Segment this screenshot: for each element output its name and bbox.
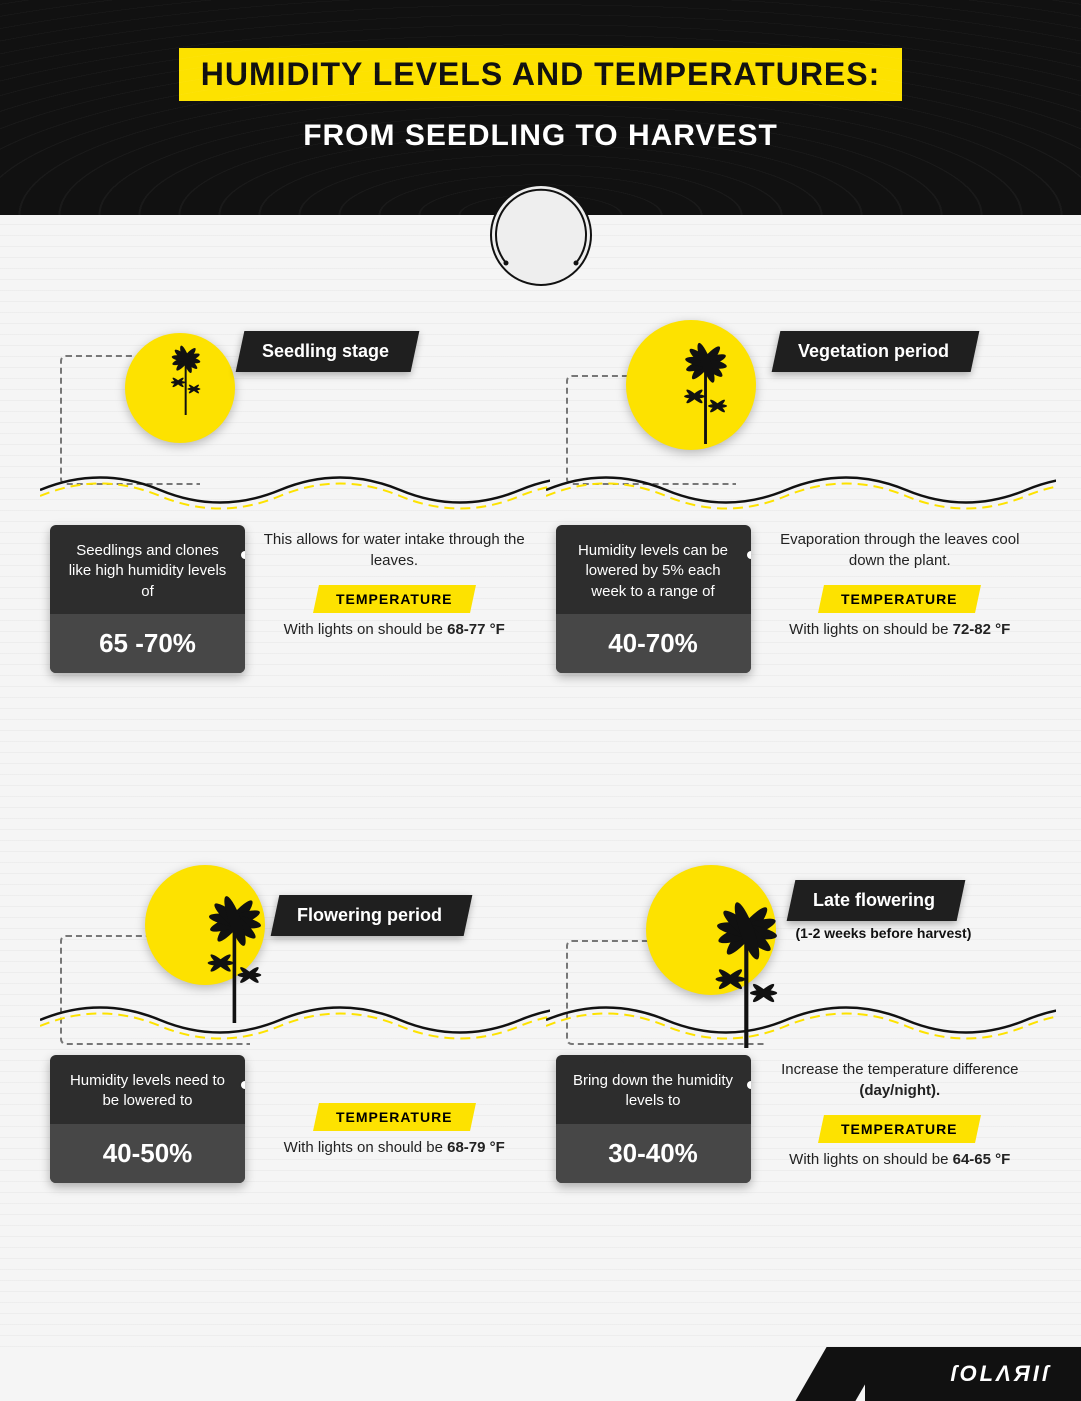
stage-flowering: Flowering period Humidity levels need to… [50,845,526,1295]
wave-divider [40,995,536,1050]
humidity-text: Seedlings and clones like high humidity … [50,525,245,614]
temperature-label: TEMPERATURE [313,585,475,613]
stage-label: Late flowering [786,880,965,921]
brand-logo: ſOLɅЯIſ [950,1347,1051,1401]
temperature-text: With lights on should be 68-77 °F [263,621,526,638]
stage-sublabel: (1-2 weeks before harvest) [796,925,972,941]
stage-note: This allows for water intake through the… [263,529,526,571]
footer: ſOLɅЯIſ [0,1347,1081,1401]
humidity-callout: Seedlings and clones like high humidity … [50,525,245,673]
connector-dot [241,1081,245,1089]
temperature-text: With lights on should be 72-82 °F [769,621,1032,638]
humidity-text: Humidity levels need to be lowered to [50,1055,245,1124]
temperature-label: TEMPERATURE [819,1115,981,1143]
wave-divider [40,465,536,520]
wave-divider [546,465,1042,520]
temperature-label: TEMPERATURE [313,1103,475,1131]
stage-note: Evaporation through the leaves cool down… [769,529,1032,571]
stage-label: Vegetation period [771,331,979,372]
humidity-callout: Humidity levels can be lowered by 5% eac… [556,525,751,673]
stage-late-flowering: Late flowering (1-2 weeks before harvest… [556,845,1032,1295]
gauge-icon [481,175,601,295]
connector-dot [241,551,245,559]
wave-divider [546,995,1042,1050]
humidity-callout: Bring down the humidity levels to 30-40% [556,1055,751,1183]
temperature-label: TEMPERATURE [819,585,981,613]
stage-note: Increase the temperature difference (day… [769,1059,1032,1101]
temperature-text: With lights on should be 64-65 °F [769,1151,1032,1168]
humidity-callout: Humidity levels need to be lowered to 40… [50,1055,245,1183]
temperature-text: With lights on should be 68-79 °F [263,1139,526,1156]
humidity-value: 40-50% [50,1124,245,1183]
humidity-value: 40-70% [556,614,751,673]
stage-vegetation: Vegetation period Humidity levels can be… [556,315,1032,765]
stage-label: Flowering period [271,895,473,936]
stages-grid: Seedling stage Seedlings and clones like… [0,215,1081,1295]
stage-seedling: Seedling stage Seedlings and clones like… [50,315,526,765]
stage-label: Seedling stage [236,331,420,372]
humidity-value: 30-40% [556,1124,751,1183]
plant-icon [153,323,219,420]
humidity-text: Bring down the humidity levels to [556,1055,751,1124]
humidity-text: Humidity levels can be lowered by 5% eac… [556,525,751,614]
humidity-value: 65 -70% [50,614,245,673]
plant-icon [658,310,754,449]
